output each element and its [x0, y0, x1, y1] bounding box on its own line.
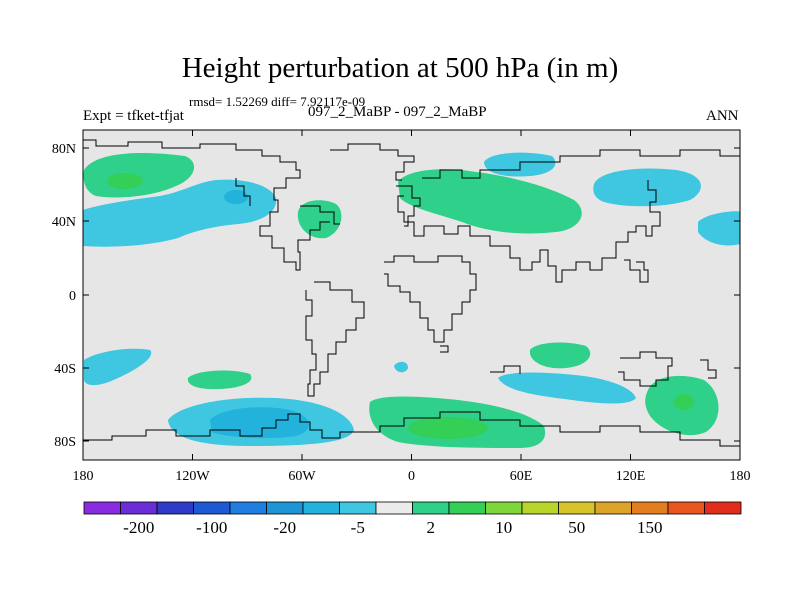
coastlines	[83, 139, 740, 447]
experiment-label: Expt = tfket-tfjat	[83, 108, 184, 124]
colorbar-tick-label: -20	[273, 518, 296, 537]
negative-anomaly-region	[84, 348, 152, 386]
negative-anomaly-region	[498, 372, 636, 404]
colorbar-swatch	[412, 501, 450, 515]
colorbar-tick-label: -200	[123, 518, 154, 537]
positive-anomaly-region	[529, 342, 591, 369]
lat-label-0: 0	[69, 289, 76, 304]
negative-anomaly-region	[593, 168, 701, 207]
lat-label-40s: 40S	[54, 362, 76, 377]
positive-anomaly-region	[297, 200, 342, 239]
colorbar-swatch	[302, 501, 340, 515]
lat-label-80n: 80N	[52, 142, 76, 157]
colorbar-swatch	[485, 501, 523, 515]
lon-label-60e: 60E	[510, 469, 533, 484]
colorbar-swatch	[448, 501, 486, 515]
colorbar-swatch	[266, 501, 304, 515]
colorbar-swatch	[521, 501, 559, 515]
lon-label-120e: 120E	[616, 469, 646, 484]
lon-label-180e: 180	[730, 469, 751, 484]
negative-anomaly-region	[394, 361, 408, 373]
height-anomaly-field	[83, 152, 740, 448]
run-label: 097_2_MaBP - 097_2_MaBP	[308, 104, 487, 120]
positive-anomaly-region	[398, 169, 582, 234]
lon-label-0: 0	[408, 469, 415, 484]
colorbar	[83, 501, 742, 515]
colorbar-swatch	[120, 501, 158, 515]
colorbar-swatch	[229, 501, 267, 515]
lon-label-120w: 120W	[175, 469, 210, 484]
positive-anomaly-core	[107, 173, 143, 189]
colorbar-swatch	[193, 501, 231, 515]
negative-anomaly-core	[210, 407, 309, 439]
colorbar-swatch	[339, 501, 377, 515]
colorbar-tick-label: 2	[427, 518, 436, 537]
positive-anomaly-core	[674, 394, 694, 410]
lon-label-60w: 60W	[288, 469, 316, 484]
colorbar-swatch	[594, 501, 632, 515]
lat-label-40n: 40N	[52, 215, 76, 230]
lat-label-80s: 80S	[54, 435, 76, 450]
plot-title: Height perturbation at 500 hPa (in m)	[181, 52, 619, 84]
colorbar-tick-label: -100	[196, 518, 227, 537]
negative-anomaly-core	[224, 190, 248, 204]
colorbar-swatch	[558, 501, 596, 515]
season-label: ANN	[706, 108, 739, 124]
positive-anomaly-core	[408, 417, 488, 439]
longitude-ticks	[82, 130, 741, 460]
colorbar-swatch	[631, 501, 669, 515]
colorbar-tick-label: 10	[495, 518, 512, 537]
colorbar-swatch	[375, 501, 413, 515]
negative-anomaly-region	[698, 211, 740, 246]
colorbar-swatch	[156, 501, 194, 515]
stats-label: rmsd= 1.52269 diff= 7.92117e-09	[189, 94, 366, 109]
colorbar-tick-label: -5	[351, 518, 365, 537]
colorbar-tick-label: 50	[568, 518, 585, 537]
colorbar-swatch	[667, 501, 705, 515]
positive-anomaly-region	[187, 370, 252, 390]
colorbar-swatch	[704, 501, 742, 515]
colorbar-labels: -200 -100 -20 -5 2 10 50 150	[123, 518, 662, 537]
latitude-ticks	[83, 147, 740, 442]
colorbar-swatch	[83, 501, 121, 515]
positive-anomaly-region	[83, 152, 195, 198]
lon-label-180w: 180	[73, 469, 94, 484]
colorbar-tick-label: 150	[637, 518, 663, 537]
